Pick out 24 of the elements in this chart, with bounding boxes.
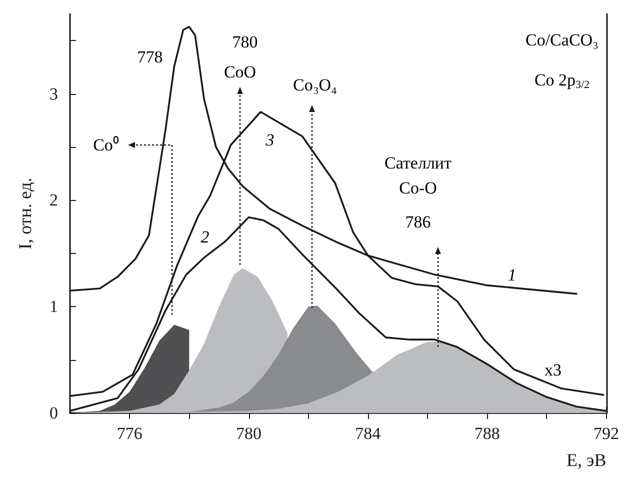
annotation: 786 [405,212,431,232]
annotation: Сателлит [384,154,452,172]
x-tick-label: 780 [236,424,262,443]
y-axis-title: I, отн. ед. [15,178,35,250]
y-tick-label: 0 [50,404,58,422]
y-tick-label: 2 [50,190,58,210]
annotation: Co/CaCO₃ [526,30,599,50]
x-tick-label: 792 [594,424,619,443]
annotation: x3 [544,360,562,380]
x-tick-label: 776 [116,424,142,443]
annotation: Co⁰ [93,136,119,154]
x-axis-title: E, эВ [566,450,606,470]
y-tick-label: 3 [50,84,58,104]
y-tick-label: 1 [50,297,58,316]
annotation: 778 [137,48,163,66]
annotation: 780 [232,32,258,52]
annotation: Co-O [399,178,437,198]
annotation: 2 [200,228,210,246]
annotation: Co₃O₄ [293,76,338,94]
annotation: CoO [224,62,256,82]
annotation: 3 [264,130,274,150]
annotation: 1 [508,266,516,284]
x-tick-label: 788 [474,424,500,443]
x-tick-label: 784 [355,424,382,443]
